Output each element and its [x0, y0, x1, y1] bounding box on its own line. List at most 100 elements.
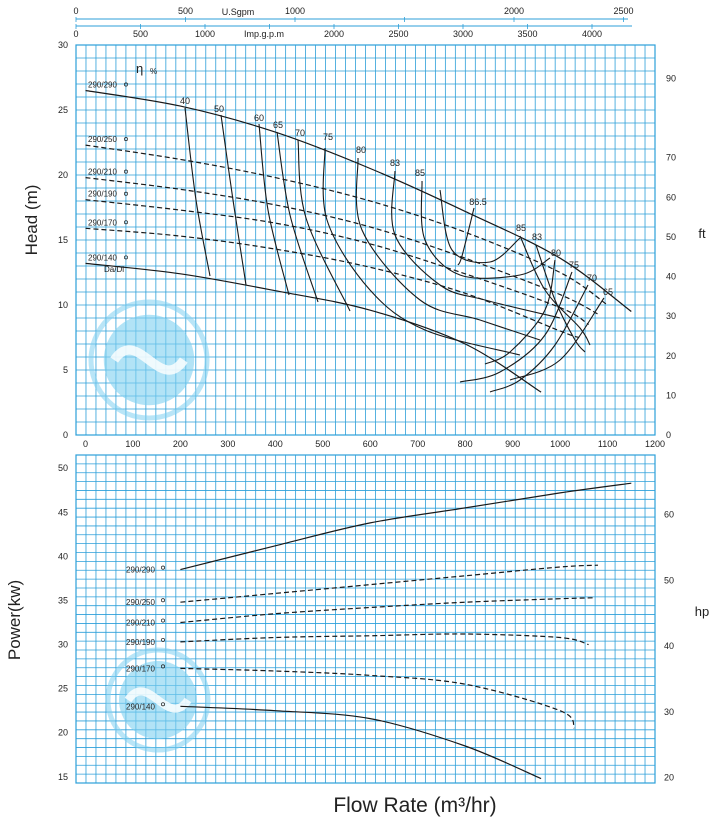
power-curve-290-210 [180, 597, 594, 624]
logo-ring-icon [88, 299, 210, 421]
head-y-tick-label: 15 [58, 235, 68, 245]
head-y-tick-label: 30 [58, 40, 68, 50]
head-curve-290-250 [85, 144, 608, 306]
efficiency-iso-line [439, 189, 521, 264]
power-y-tick-label: 50 [58, 463, 68, 473]
efficiency-iso-line [535, 244, 586, 353]
axis-labels: 0 500 1000 2000 2500 3000 3500 4000 45 0 0 500 0 0 500… [58, 6, 676, 783]
power-y-tick-label: 40 [58, 551, 68, 561]
power-curve-290-250 [180, 564, 599, 603]
efficiency-label: 65 [273, 120, 283, 130]
power-curve-290-190 [180, 633, 589, 646]
efficiency-label: 75 [323, 132, 333, 142]
top-axis-1-tick-label: 0 [73, 6, 78, 16]
head-ft-tick-label: 0 [666, 430, 671, 440]
power-curves: 290/290 290/250 290/210 290/190 290/170 290/1… [126, 482, 632, 780]
head-y-tick-label: 25 [58, 105, 68, 115]
power-axis-title: Power(kw) [5, 580, 24, 660]
diameter-mark-icon [161, 618, 165, 623]
top-axis-1-tick-label: 1000 [285, 6, 305, 16]
efficiency-iso-line [355, 157, 541, 341]
head-curve-290-170 [85, 227, 580, 339]
flow-x-tick-label: 700 [410, 439, 425, 449]
eta-unit: % [150, 67, 157, 76]
efficiency-iso-line [484, 259, 556, 365]
head-ft-tick-label: 60 [666, 192, 676, 202]
head-curve-label: 290/250 [88, 135, 117, 144]
efficiency-iso-line [297, 139, 351, 312]
head-y-tick-label: 5 [63, 365, 68, 375]
dadi-label: Da/Di [104, 265, 124, 274]
head-y-tick-label: 0 [63, 430, 68, 440]
head-curve-label: 290/210 [88, 168, 117, 177]
head-ft-tick-label: 50 [666, 232, 676, 242]
efficiency-label: 85 [516, 223, 526, 233]
top-axis-2-tick-label: 2500 [388, 29, 408, 39]
power-curve-290-170 [180, 667, 575, 729]
top-axis-2-title: Imp.g.p.m [244, 29, 284, 39]
flow-x-tick-label: 100 [125, 439, 140, 449]
efficiency-label: 40 [180, 96, 190, 106]
head-curve-label: 290/170 [88, 218, 117, 227]
top-axis-2-tick-label: 3500 [517, 29, 537, 39]
power-curve-label: 290/290 [126, 566, 155, 575]
head-right-axis-title: ft [698, 226, 706, 241]
eta-label: η [136, 61, 143, 76]
head-ft-tick-label: 90 [666, 73, 676, 83]
power-right-axis-title: hp [695, 604, 709, 619]
efficiency-curves: 40 50 60 65 70 75 80 83 85 86.5 85 83 80 75 70 65 [180, 96, 613, 393]
diameter-mark-icon [124, 137, 128, 142]
logo-group [88, 299, 211, 753]
power-y-tick-label: 20 [58, 728, 68, 738]
diameter-mark-icon [161, 598, 165, 603]
efficiency-iso-line [457, 207, 475, 266]
diameter-mark-icon [161, 565, 165, 570]
power-y-tick-label: 25 [58, 684, 68, 694]
power-hp-tick-label: 60 [664, 510, 674, 520]
efficiency-iso-line [322, 147, 521, 356]
head-curve-label: 290/190 [88, 190, 117, 199]
head-y-tick-label: 20 [58, 170, 68, 180]
top-axis-1-tick-label: 2000 [504, 6, 524, 16]
efficiency-label: 65 [603, 287, 613, 297]
power-curve-label: 290/250 [126, 598, 155, 607]
head-y-tick-label: 10 [58, 300, 68, 310]
efficiency-iso-line [184, 107, 211, 277]
power-hp-tick-label: 50 [664, 575, 674, 585]
efficiency-iso-line [276, 131, 319, 303]
head-curve-290-190 [85, 199, 589, 326]
efficiency-iso-line [391, 170, 561, 319]
flow-x-tick-label: 500 [315, 439, 330, 449]
top-axis-2-tick-label: 500 [133, 29, 148, 39]
efficiency-iso-line [459, 271, 573, 383]
top-axis-1-tick-label: 2500 [613, 6, 633, 16]
diameter-mark-icon [124, 169, 128, 174]
flow-x-tick-label: 800 [458, 439, 473, 449]
efficiency-label: 83 [532, 232, 542, 242]
flow-x-tick-label: 200 [173, 439, 188, 449]
flow-x-tick-label: 0 [83, 439, 88, 449]
head-curve-label: 290/140 [88, 253, 117, 262]
flow-x-tick-label: 1100 [598, 439, 617, 449]
top-axis-2-tick-label: 0 [73, 29, 78, 39]
diameter-mark-icon [124, 191, 128, 196]
power-y-tick-label: 15 [58, 772, 68, 782]
flow-rate-axis-title: Flow Rate (m³/hr) [333, 794, 496, 817]
efficiency-label: 50 [214, 104, 224, 114]
power-hp-tick-label: 40 [664, 641, 674, 651]
efficiency-label: 80 [356, 145, 366, 155]
head-curve-290-290 [85, 89, 632, 312]
flow-x-tick-label: 1000 [550, 439, 570, 449]
efficiency-label: 75 [569, 260, 579, 270]
power-hp-tick-label: 20 [664, 773, 674, 783]
efficiency-label: 83 [390, 158, 400, 168]
power-curve-290-140 [180, 705, 542, 780]
efficiency-label: 86.5 [469, 197, 487, 207]
power-curve-label: 290/140 [126, 702, 155, 711]
efficiency-label: 60 [254, 113, 264, 123]
top-axis-2-tick-label: 3000 [453, 29, 473, 39]
power-curve-label: 290/170 [126, 664, 155, 673]
head-axis-title: Head (m) [22, 185, 41, 256]
efficiency-iso-line [519, 235, 591, 346]
power-y-tick-label: 45 [58, 507, 68, 517]
